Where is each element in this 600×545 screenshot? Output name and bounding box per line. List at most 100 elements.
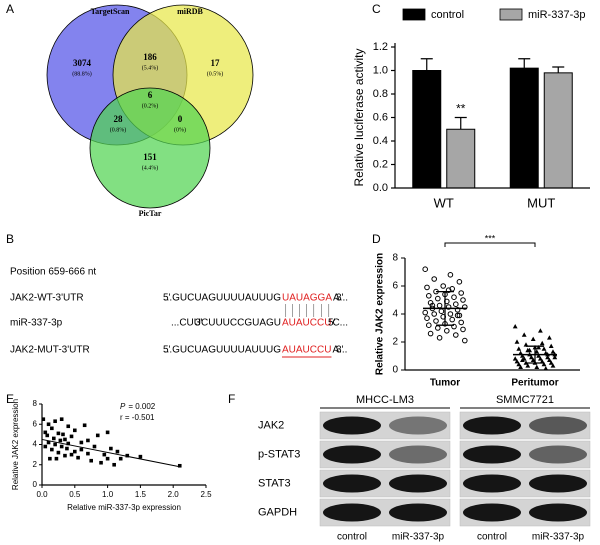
y-tick-label: 0.2 [373, 158, 388, 170]
data-point [59, 417, 64, 421]
data-point [105, 456, 110, 461]
strand-start: 5' [163, 345, 171, 356]
data-point [433, 318, 439, 324]
data-point [105, 430, 110, 435]
x-tick-label: 2.0 [168, 490, 180, 499]
data-point [438, 308, 445, 315]
binding-site: AUAUCCU [282, 318, 331, 329]
panel-label: C [372, 2, 381, 16]
data-point [58, 438, 63, 443]
data-point [514, 359, 520, 364]
bar [412, 70, 442, 189]
data-point [447, 272, 454, 278]
data-point [462, 304, 468, 310]
data-point [458, 319, 465, 326]
data-point [539, 359, 545, 364]
venn-count: 3074 [73, 58, 92, 68]
data-point [456, 312, 463, 319]
data-point [527, 347, 532, 353]
data-point [43, 430, 48, 435]
y-tick-label: 1.2 [373, 41, 388, 53]
lane-label: miR-337-3p [532, 532, 585, 543]
data-point [514, 339, 520, 344]
data-point [547, 357, 552, 362]
data-point [45, 433, 50, 438]
sequence-label: JAK2-WT-3'UTR [10, 293, 84, 304]
data-point [422, 266, 429, 273]
data-point [445, 287, 452, 294]
data-point [525, 363, 531, 368]
venn-set-label: TargetScan [91, 7, 130, 16]
bar [446, 128, 476, 189]
data-point [424, 315, 430, 322]
data-point [552, 354, 558, 360]
protein-label: JAK2 [258, 419, 284, 431]
venn-count: 0 [178, 114, 183, 124]
data-point [177, 463, 182, 468]
blot-band [389, 474, 447, 493]
data-point [426, 322, 432, 329]
data-point [53, 442, 57, 447]
blot-band [463, 503, 521, 522]
x-tick-label: 0.5 [69, 490, 81, 499]
data-point [69, 434, 74, 439]
data-point [52, 436, 56, 441]
protein-label: GAPDH [258, 506, 297, 518]
data-point [523, 342, 529, 347]
panel-label: F [228, 392, 235, 406]
cell-line-label: MHCC-LM3 [356, 394, 414, 406]
y-axis-label: Relative JAK2 expression [11, 399, 20, 490]
x-tick-label: Peritumor [511, 378, 558, 389]
data-point [56, 450, 61, 455]
data-point [445, 304, 452, 310]
data-point [424, 284, 430, 291]
data-point [431, 311, 438, 317]
data-point [426, 293, 432, 299]
data-point [440, 283, 447, 289]
sequence-label: JAK2-MUT-3'UTR [10, 345, 90, 356]
venn-count: 151 [143, 152, 157, 162]
error-bar [454, 116, 467, 130]
significance: ** [456, 102, 466, 116]
x-tick-label: Tumor [430, 378, 460, 389]
data-point [460, 297, 466, 303]
data-point [512, 324, 518, 329]
y-tick-label: 2 [33, 460, 38, 469]
blot-band [529, 474, 587, 493]
data-point [66, 441, 71, 446]
data-point [86, 451, 90, 456]
data-point [63, 437, 67, 442]
y-tick-label: 0.0 [373, 182, 388, 194]
legend-swatch [402, 8, 426, 21]
bar [509, 67, 539, 189]
blot-band [529, 445, 587, 464]
data-point [46, 440, 51, 445]
data-point [69, 452, 74, 457]
x-tick-label: 2.5 [200, 490, 212, 499]
venn-percent: (88.8%) [72, 70, 92, 77]
blot-band [463, 445, 521, 464]
venn-set [89, 87, 211, 209]
y-tick-label: 0.8 [373, 88, 388, 100]
data-point [460, 326, 466, 333]
strand-start: 5' [163, 293, 171, 304]
data-point [534, 364, 540, 369]
blot-band [323, 474, 381, 493]
blot-band [389, 416, 447, 435]
data-point [538, 328, 543, 333]
data-point [73, 449, 77, 454]
venn-percent: (0.5%) [207, 70, 224, 77]
y-tick-label: 4 [33, 440, 38, 449]
data-point [536, 345, 541, 350]
significance-bracket [444, 242, 536, 247]
data-point [109, 446, 113, 451]
data-point [53, 419, 57, 424]
strand-end: 5' [328, 318, 336, 329]
data-point [453, 332, 459, 338]
blot-band [389, 445, 447, 464]
data-point [422, 309, 429, 316]
lane-label: control [477, 532, 507, 543]
y-tick-label: 0.4 [373, 135, 388, 147]
panel-label: B [6, 232, 14, 246]
venn-set-label: PicTar [139, 209, 162, 218]
